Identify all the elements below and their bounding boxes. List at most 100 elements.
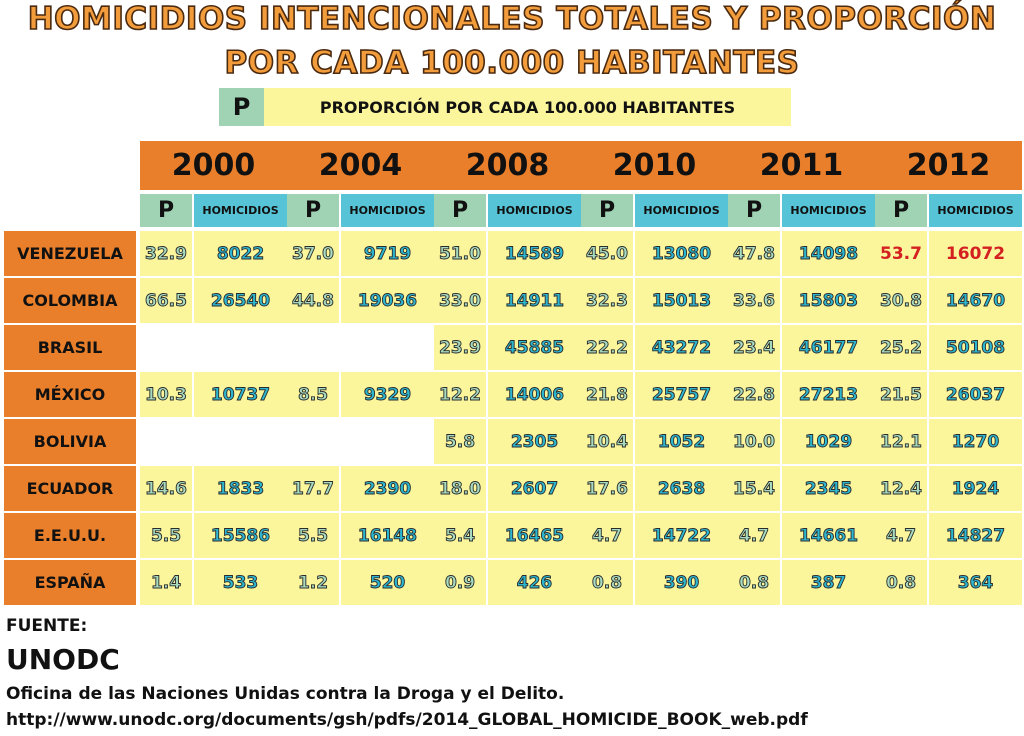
homicidios-value: 426 xyxy=(516,572,553,593)
p-value: 45.0 xyxy=(586,243,629,264)
cell-bg xyxy=(488,560,581,605)
homicidios-col-header: HOMICIDIOS xyxy=(929,194,1022,227)
p-value: 32.3 xyxy=(586,290,629,311)
p-value: 44.8 xyxy=(292,290,335,311)
legend-key-p: P xyxy=(219,88,264,126)
cell-bg xyxy=(782,278,875,323)
homicidios-value: 26540 xyxy=(210,290,271,311)
cell-bg xyxy=(875,513,927,558)
homicidios-value: 14722 xyxy=(651,525,712,546)
homicidios-value: 1270 xyxy=(951,431,1000,452)
homicidios-value: 520 xyxy=(369,572,406,593)
cell-bg xyxy=(875,325,927,370)
p-value: 22.2 xyxy=(586,337,629,358)
cell-bg xyxy=(341,372,434,417)
homicidios-col-header: HOMICIDIOS xyxy=(488,194,581,227)
cell-bg xyxy=(434,560,486,605)
cell-bg xyxy=(581,231,633,276)
p-value: 5.5 xyxy=(297,525,329,546)
homicidios-value: 1833 xyxy=(216,478,265,499)
cell-bg xyxy=(929,231,1022,276)
cell-bg xyxy=(782,372,875,417)
cell-bg xyxy=(635,419,728,464)
p-col-header: P xyxy=(875,194,927,227)
cell-bg xyxy=(194,231,287,276)
cell-bg xyxy=(929,372,1022,417)
p-value: 15.4 xyxy=(733,478,776,499)
cell-bg xyxy=(728,325,780,370)
homicidios-value: 27213 xyxy=(798,384,859,405)
cell-bg xyxy=(434,466,486,511)
p-value: 30.8 xyxy=(880,290,923,311)
country-label: COLOMBIA xyxy=(4,278,136,323)
cell-bg xyxy=(782,419,875,464)
cell-bg xyxy=(488,419,581,464)
homicidios-col-header: HOMICIDIOS xyxy=(635,194,728,227)
cell-bg xyxy=(194,278,287,323)
cell-bg xyxy=(635,231,728,276)
cell-bg xyxy=(635,466,728,511)
cell-bg xyxy=(635,325,728,370)
cell-bg xyxy=(434,513,486,558)
p-value: 23.4 xyxy=(733,337,776,358)
homicidios-value: 19036 xyxy=(357,290,418,311)
chart-title-line1: HOMICIDIOS INTENCIONALES TOTALES Y PROPO… xyxy=(27,1,997,37)
p-value: 25.2 xyxy=(880,337,923,358)
homicidios-value: 46177 xyxy=(798,337,859,358)
cell-bg xyxy=(581,466,633,511)
p-value: 1.4 xyxy=(150,572,182,593)
p-value: 21.8 xyxy=(586,384,629,405)
cell-bg xyxy=(581,419,633,464)
cell-bg xyxy=(728,278,780,323)
homicidios-value: 2305 xyxy=(510,431,559,452)
p-value xyxy=(287,325,339,370)
p-value: 33.6 xyxy=(733,290,776,311)
year-header-2000: 2000 xyxy=(140,141,287,190)
homicidios-value: 364 xyxy=(957,572,994,593)
homicidios-value xyxy=(194,325,287,370)
cell-bg xyxy=(140,231,192,276)
cell-bg xyxy=(194,560,287,605)
cell-bg xyxy=(287,278,339,323)
homicidios-value: 1029 xyxy=(804,431,853,452)
p-value: 14.6 xyxy=(145,478,188,499)
p-value: 12.4 xyxy=(880,478,923,499)
cell-bg xyxy=(635,560,728,605)
cell-bg xyxy=(782,231,875,276)
cell-bg xyxy=(140,372,192,417)
cell-bg xyxy=(929,560,1022,605)
homicidios-value xyxy=(194,419,287,464)
homicidios-value: 15013 xyxy=(651,290,712,311)
homicidios-value: 533 xyxy=(222,572,259,593)
legend-description: PROPORCIÓN POR CADA 100.000 HABITANTES xyxy=(264,88,791,126)
homicidios-value: 15586 xyxy=(210,525,271,546)
cell-bg xyxy=(581,560,633,605)
cell-bg xyxy=(488,278,581,323)
year-header-2012: 2012 xyxy=(875,141,1022,190)
p-value: 4.7 xyxy=(738,525,770,546)
p-value: 4.7 xyxy=(591,525,623,546)
homicidios-col-header: HOMICIDIOS xyxy=(341,194,434,227)
cell-bg xyxy=(728,419,780,464)
source-url[interactable]: http://www.unodc.org/documents/gsh/pdfs/… xyxy=(6,710,808,730)
homicidios-value: 16465 xyxy=(504,525,565,546)
cell-bg xyxy=(341,560,434,605)
cell-bg xyxy=(287,560,339,605)
p-value: 0.8 xyxy=(885,572,917,593)
cell-bg xyxy=(929,513,1022,558)
p-value: 5.8 xyxy=(444,431,476,452)
year-header-2008: 2008 xyxy=(434,141,581,190)
cell-bg xyxy=(635,372,728,417)
cell-bg xyxy=(140,560,192,605)
cell-bg xyxy=(488,372,581,417)
cell-bg xyxy=(875,372,927,417)
homicidios-value: 43272 xyxy=(651,337,712,358)
homicidios-value: 50108 xyxy=(945,337,1006,358)
p-value: 37.0 xyxy=(292,243,335,264)
p-value: 0.8 xyxy=(738,572,770,593)
homicidios-value: 14661 xyxy=(798,525,859,546)
p-value: 4.7 xyxy=(885,525,917,546)
country-label: ESPAÑA xyxy=(4,560,136,605)
cell-bg xyxy=(581,513,633,558)
cell-bg xyxy=(434,372,486,417)
